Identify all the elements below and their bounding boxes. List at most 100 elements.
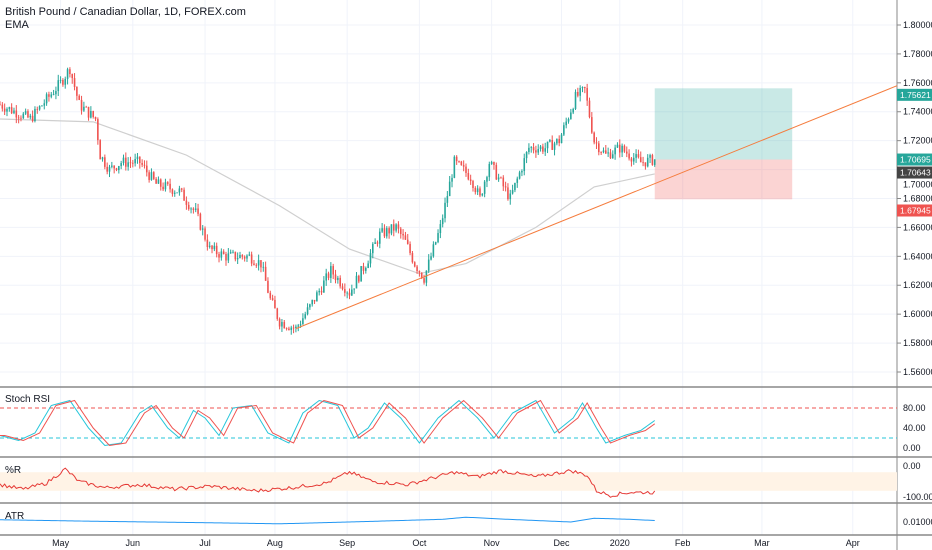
candle-body xyxy=(24,111,27,114)
candle-body xyxy=(292,327,295,329)
last-price-label-text: 1.70643 xyxy=(900,168,931,178)
symbol-title[interactable]: British Pound / Canadian Dollar, 1D, FOR… xyxy=(5,6,246,18)
candle-body xyxy=(113,165,115,169)
candle-body xyxy=(194,208,197,210)
candle-body xyxy=(274,299,276,309)
candle-body xyxy=(97,119,99,141)
candle-body xyxy=(537,149,540,153)
candle-body xyxy=(15,110,18,118)
trend-line xyxy=(295,85,898,330)
candle-body xyxy=(598,143,600,153)
candle-body xyxy=(427,259,430,271)
candle-body xyxy=(404,235,407,240)
time-tick: Jun xyxy=(126,538,141,548)
candle-body xyxy=(591,117,593,133)
last-price-label xyxy=(897,166,932,179)
candle-body xyxy=(539,146,542,150)
candle-body xyxy=(476,188,479,193)
candle-body xyxy=(479,188,481,196)
candle-body xyxy=(420,272,423,279)
candle-body xyxy=(155,178,157,184)
candle-body xyxy=(211,245,213,250)
candle-body xyxy=(374,242,376,244)
candle-body xyxy=(152,172,155,179)
stoch-d-line xyxy=(0,399,656,447)
price-tick: 1.78000 xyxy=(903,49,932,59)
candle-body xyxy=(264,266,267,281)
williams-r-legend[interactable]: %R xyxy=(5,465,22,476)
candle-body xyxy=(553,143,556,150)
candle-body xyxy=(250,254,253,264)
candle-body xyxy=(57,80,60,92)
candle-body xyxy=(630,158,633,162)
candle-body xyxy=(623,145,626,152)
candle-body xyxy=(609,152,612,159)
candle-body xyxy=(430,256,432,260)
candle-body xyxy=(434,242,437,245)
candle-body xyxy=(180,188,183,190)
candle-body xyxy=(542,146,544,152)
candle-body xyxy=(325,273,327,281)
candle-body xyxy=(183,189,185,201)
candle-body xyxy=(150,172,153,180)
candle-body xyxy=(0,104,1,106)
time-tick: Apr xyxy=(846,538,860,548)
candle-body xyxy=(621,145,623,153)
candle-body xyxy=(378,231,381,244)
candle-body xyxy=(423,278,425,283)
candle-body xyxy=(495,164,498,180)
candle-body xyxy=(409,243,411,254)
price-tick: 1.68000 xyxy=(903,193,932,203)
candle-body xyxy=(588,100,591,118)
candle-body xyxy=(141,163,143,165)
candle-body xyxy=(129,162,132,164)
candle-body xyxy=(320,290,323,293)
candle-body xyxy=(13,110,15,114)
candle-body xyxy=(581,87,584,89)
candle-body xyxy=(497,177,500,180)
price-tick: 1.80000 xyxy=(903,20,932,30)
candle-body xyxy=(465,166,467,174)
price-tick: 1.72000 xyxy=(903,136,932,146)
candle-body xyxy=(222,251,225,255)
candle-body xyxy=(432,244,435,257)
candle-body xyxy=(441,218,444,225)
price-tick: 1.76000 xyxy=(903,78,932,88)
candle-body xyxy=(511,190,514,194)
candle-body xyxy=(369,253,372,264)
stoch-rsi-legend[interactable]: Stoch RSI xyxy=(5,394,51,405)
candle-body xyxy=(523,158,526,172)
candle-body xyxy=(560,134,563,144)
candle-body xyxy=(605,150,607,154)
candle-body xyxy=(171,189,174,194)
ema-legend[interactable]: EMA xyxy=(5,19,29,31)
candle-body xyxy=(579,88,581,96)
candle-body xyxy=(71,74,74,79)
price-tick: 1.64000 xyxy=(903,251,932,261)
candle-body xyxy=(50,94,53,97)
candle-body xyxy=(323,280,325,293)
candle-body xyxy=(399,228,402,234)
candle-body xyxy=(148,172,150,180)
candle-body xyxy=(339,277,341,287)
candle-body xyxy=(162,186,164,190)
candle-body xyxy=(199,213,202,230)
candle-body xyxy=(108,166,111,172)
candle-body xyxy=(285,328,288,330)
candle-body xyxy=(220,251,223,258)
candle-body xyxy=(455,156,458,162)
candle-body xyxy=(453,156,456,178)
candle-body xyxy=(62,79,64,85)
candle-body xyxy=(73,78,76,87)
atr-legend[interactable]: ATR xyxy=(5,511,25,522)
candle-body xyxy=(45,94,48,104)
candle-body xyxy=(451,177,453,182)
candle-body xyxy=(625,151,628,154)
candle-body xyxy=(139,156,141,164)
candle-body xyxy=(132,162,134,164)
candle-body xyxy=(55,91,57,95)
candle-body xyxy=(192,208,195,210)
time-tick: 2020 xyxy=(610,538,630,548)
stoch-tick: 40.00 xyxy=(903,423,926,433)
